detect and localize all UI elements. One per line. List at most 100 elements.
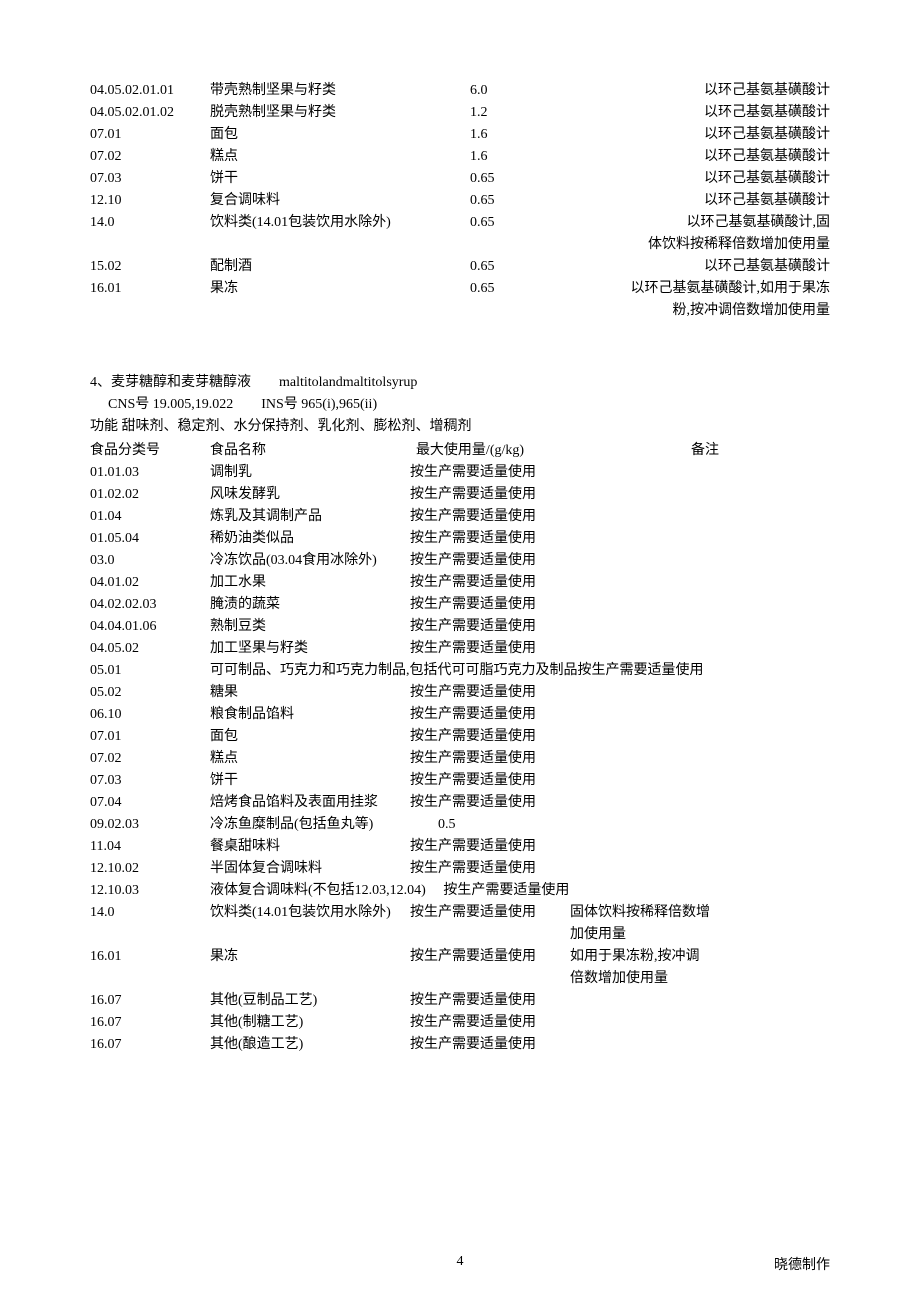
cell-code: 07.04 [90, 792, 210, 814]
table-row: 01.04炼乳及其调制产品按生产需要适量使用 [90, 506, 830, 528]
header-name: 食品名称 [210, 440, 360, 462]
cell-amt: 1.6 [470, 124, 580, 146]
cell-amt: 按生产需要适量使用 [410, 682, 570, 704]
cell-name: 熟制豆类 [210, 616, 410, 638]
cell-name: 带壳熟制坚果与籽类 [210, 80, 470, 102]
cell-code: 05.02 [90, 682, 210, 704]
cell-code: 15.02 [90, 256, 210, 278]
cell-amt: 按生产需要适量使用 [410, 572, 570, 594]
cell-note [570, 638, 830, 660]
cell-note [570, 1034, 830, 1056]
cell-name: 液体复合调味料(不包括12.03,12.04) 按生产需要适量使用 [210, 880, 410, 902]
cell-code: 07.03 [90, 168, 210, 190]
cell-name: 果冻 [210, 946, 410, 968]
header-code: 食品分类号 [90, 440, 210, 462]
table-row: 04.02.02.03腌渍的蔬菜按生产需要适量使用 [90, 594, 830, 616]
cell-code: 07.03 [90, 770, 210, 792]
cell-amt: 按生产需要适量使用 [410, 484, 570, 506]
table-row: 16.01果冻按生产需要适量使用如用于果冻粉,按冲调 [90, 946, 830, 968]
cell-note [570, 594, 830, 616]
cell-code: 16.07 [90, 1012, 210, 1034]
cell-note [570, 748, 830, 770]
cell-name: 糖果 [210, 682, 410, 704]
cell-name: 其他(豆制品工艺) [210, 990, 410, 1012]
cell-note: 以环己基氨基磺酸计 [580, 146, 830, 168]
cell-amt: 0.65 [470, 256, 580, 278]
cell-name: 果冻 [210, 278, 470, 300]
cell-code: 05.01 [90, 660, 210, 682]
cell-note [570, 726, 830, 748]
cell-amt: 按生产需要适量使用 [410, 594, 570, 616]
cell-note-cont: 加使用量 [570, 924, 830, 946]
cell-amt: 按生产需要适量使用 [410, 990, 570, 1012]
table-row: 14.0饮料类(14.01包装饮用水除外)0.65以环己基氨基磺酸计,固 [90, 212, 830, 234]
cell-note [570, 990, 830, 1012]
header-note: 备注 [580, 440, 830, 462]
cell-empty [410, 968, 570, 990]
cell-code: 16.07 [90, 990, 210, 1012]
table-row: 04.01.02加工水果按生产需要适量使用 [90, 572, 830, 594]
cell-amt: 0.5 [410, 814, 570, 836]
cell-code: 12.10.02 [90, 858, 210, 880]
footer-left [90, 1254, 337, 1274]
cell-amt: 按生产需要适量使用 [410, 550, 570, 572]
cell-name: 调制乳 [210, 462, 410, 484]
cell-name: 风味发酵乳 [210, 484, 410, 506]
table-row: 16.07其他(酿造工艺)按生产需要适量使用 [90, 1034, 830, 1056]
table-row-cont: 体饮料按稀释倍数增加使用量 [90, 234, 830, 256]
cell-amt: 按生产需要适量使用 [410, 836, 570, 858]
cell-note [570, 484, 830, 506]
cell-code: 07.01 [90, 124, 210, 146]
cell-code: 16.01 [90, 946, 210, 968]
cell-note-cont: 倍数增加使用量 [570, 968, 830, 990]
cell-code: 04.05.02 [90, 638, 210, 660]
cell-note [570, 704, 830, 726]
cell-note [570, 814, 830, 836]
cell-amt: 按生产需要适量使用 [410, 462, 570, 484]
table-row: 12.10.02半固体复合调味料按生产需要适量使用 [90, 858, 830, 880]
table-row: 04.05.02.01.01带壳熟制坚果与籽类6.0以环己基氨基磺酸计 [90, 80, 830, 102]
cell-note [570, 572, 830, 594]
cell-amt: 按生产需要适量使用 [410, 726, 570, 748]
table-row: 07.04焙烤食品馅料及表面用挂浆按生产需要适量使用 [90, 792, 830, 814]
table-row: 12.10复合调味料0.65以环己基氨基磺酸计 [90, 190, 830, 212]
table-row: 07.03饼干0.65以环己基氨基磺酸计 [90, 168, 830, 190]
cell-note: 以环己基氨基磺酸计 [580, 256, 830, 278]
table-row-cont: 加使用量 [90, 924, 830, 946]
cell-code: 03.0 [90, 550, 210, 572]
table-row: 16.07其他(豆制品工艺)按生产需要适量使用 [90, 990, 830, 1012]
cell-empty [410, 924, 570, 946]
cell-amt: 0.65 [470, 168, 580, 190]
cell-code: 11.04 [90, 836, 210, 858]
table-row: 04.04.01.06熟制豆类按生产需要适量使用 [90, 616, 830, 638]
cell-note [570, 880, 830, 902]
cell-name: 配制酒 [210, 256, 470, 278]
cell-code: 01.05.04 [90, 528, 210, 550]
footer-right: 晓德制作 [583, 1254, 830, 1274]
table-row: 04.05.02.01.02脱壳熟制坚果与籽类1.2以环己基氨基磺酸计 [90, 102, 830, 124]
table-row: 03.0冷冻饮品(03.04食用冰除外)按生产需要适量使用 [90, 550, 830, 572]
cell-code: 04.05.02.01.02 [90, 102, 210, 124]
cell-note [570, 528, 830, 550]
table-row: 07.03饼干按生产需要适量使用 [90, 770, 830, 792]
cell-name: 加工水果 [210, 572, 410, 594]
cell-code: 04.04.01.06 [90, 616, 210, 638]
table-row: 04.05.02加工坚果与籽类按生产需要适量使用 [90, 638, 830, 660]
table-row: 05.01可可制品、巧克力和巧克力制品,包括代可可脂巧克力及制品按生产需要适量使… [90, 660, 830, 682]
table-row: 07.02糕点1.6以环己基氨基磺酸计 [90, 146, 830, 168]
cell-amt: 按生产需要适量使用 [410, 1012, 570, 1034]
cell-amt: 0.65 [470, 278, 580, 300]
table-row: 16.01果冻0.65以环己基氨基磺酸计,如用于果冻 [90, 278, 830, 300]
cell-note: 以环己基氨基磺酸计 [580, 190, 830, 212]
cell-amt: 6.0 [470, 80, 580, 102]
cell-name: 面包 [210, 726, 410, 748]
cell-name: 其他(酿造工艺) [210, 1034, 410, 1056]
cell-name: 焙烤食品馅料及表面用挂浆 [210, 792, 410, 814]
cell-note: 固体饮料按稀释倍数增 [570, 902, 830, 924]
section2-header: 4、麦芽糖醇和麦芽糖醇液 maltitolandmaltitolsyrup CN… [90, 372, 830, 438]
cell-amt: 按生产需要适量使用 [410, 506, 570, 528]
cell-note: 如用于果冻粉,按冲调 [570, 946, 830, 968]
cell-code: 16.01 [90, 278, 210, 300]
table-row-cont: 粉,按冲调倍数增加使用量 [90, 300, 830, 322]
cell-empty [210, 924, 410, 946]
